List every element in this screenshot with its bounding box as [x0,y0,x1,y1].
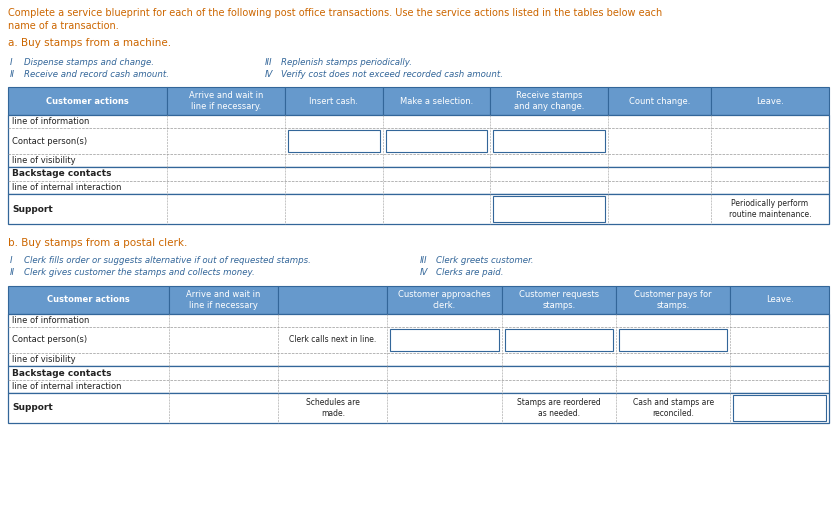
Text: Insert cash.: Insert cash. [309,97,358,105]
Text: Backstage contacts: Backstage contacts [12,170,111,179]
Text: line of internal interaction: line of internal interaction [12,382,121,391]
Text: line of visibility: line of visibility [12,156,75,165]
Text: Customer pays for
stamps.: Customer pays for stamps. [634,290,711,310]
Text: line of information: line of information [12,316,89,325]
Text: Cash and stamps are
reconciled.: Cash and stamps are reconciled. [632,398,713,418]
Text: name of a transaction.: name of a transaction. [8,21,119,31]
Text: Contact person(s): Contact person(s) [12,136,87,145]
Bar [8,87,167,115]
Bar [608,87,710,115]
Text: line of information: line of information [12,117,89,126]
Text: Receive stamps
and any change.: Receive stamps and any change. [513,91,584,111]
Text: Count change.: Count change. [628,97,690,105]
Bar [8,194,828,224]
Bar [8,286,169,314]
Bar [387,286,501,314]
Text: Replenish stamps periodically.: Replenish stamps periodically. [281,58,411,67]
Bar [390,329,498,351]
Text: Arrive and wait in
line if necessary.: Arrive and wait in line if necessary. [189,91,263,111]
Text: II: II [10,268,15,277]
Text: Clerk fills order or suggests alternative if out of requested stamps.: Clerk fills order or suggests alternativ… [24,256,310,265]
Text: line of internal interaction: line of internal interaction [12,183,121,192]
Text: Backstage contacts: Backstage contacts [12,368,111,377]
Bar [8,366,828,393]
Bar [167,87,285,115]
Text: Schedules are
made.: Schedules are made. [305,398,359,418]
Bar [729,286,828,314]
Bar [492,130,604,152]
Text: Leave.: Leave. [765,295,793,305]
Text: Dispense stamps and change.: Dispense stamps and change. [24,58,154,67]
Bar [490,87,608,115]
Bar [8,314,828,366]
Bar [285,87,382,115]
Bar [615,286,729,314]
Bar [8,115,828,167]
Text: I: I [10,58,13,67]
Bar [732,395,825,421]
Text: a. Buy stamps from a machine.: a. Buy stamps from a machine. [8,38,171,48]
Text: Clerk greets customer.: Clerk greets customer. [436,256,533,265]
Text: IV: IV [420,268,428,277]
Text: Stamps are reordered
as needed.: Stamps are reordered as needed. [517,398,600,418]
Text: Support: Support [12,204,53,213]
Text: Support: Support [12,403,53,413]
Bar [8,393,828,423]
Text: Customer requests
stamps.: Customer requests stamps. [518,290,598,310]
Bar [288,130,380,152]
Text: Customer actions: Customer actions [47,295,130,305]
Bar [618,329,726,351]
Bar [169,286,278,314]
Text: Clerk calls next in line.: Clerk calls next in line. [288,335,376,345]
Text: III: III [265,58,273,67]
Text: Clerks are paid.: Clerks are paid. [436,268,503,277]
Text: line of visibility: line of visibility [12,355,75,364]
Text: Arrive and wait in
line if necessary: Arrive and wait in line if necessary [186,290,261,310]
Text: Leave.: Leave. [755,97,783,105]
Text: Clerk gives customer the stamps and collects money.: Clerk gives customer the stamps and coll… [24,268,254,277]
Text: II: II [10,70,15,79]
Text: Periodically perform
routine maintenance.: Periodically perform routine maintenance… [728,199,810,218]
Text: III: III [420,256,427,265]
Text: b. Buy stamps from a postal clerk.: b. Buy stamps from a postal clerk. [8,238,187,248]
Text: Contact person(s): Contact person(s) [12,335,87,345]
Text: Complete a service blueprint for each of the following post office transactions.: Complete a service blueprint for each of… [8,8,661,18]
Text: I: I [10,256,13,265]
Bar [385,130,487,152]
Bar [504,329,612,351]
Text: IV: IV [265,70,273,79]
Bar [710,87,828,115]
Text: Customer approaches
clerk.: Customer approaches clerk. [398,290,490,310]
Text: Verify cost does not exceed recorded cash amount.: Verify cost does not exceed recorded cas… [281,70,502,79]
Bar [501,286,615,314]
Bar [382,87,490,115]
Text: Receive and record cash amount.: Receive and record cash amount. [24,70,169,79]
Bar [8,167,828,194]
Bar [492,196,604,222]
Text: Make a selection.: Make a selection. [400,97,472,105]
Bar [278,286,387,314]
Text: Customer actions: Customer actions [46,97,129,105]
